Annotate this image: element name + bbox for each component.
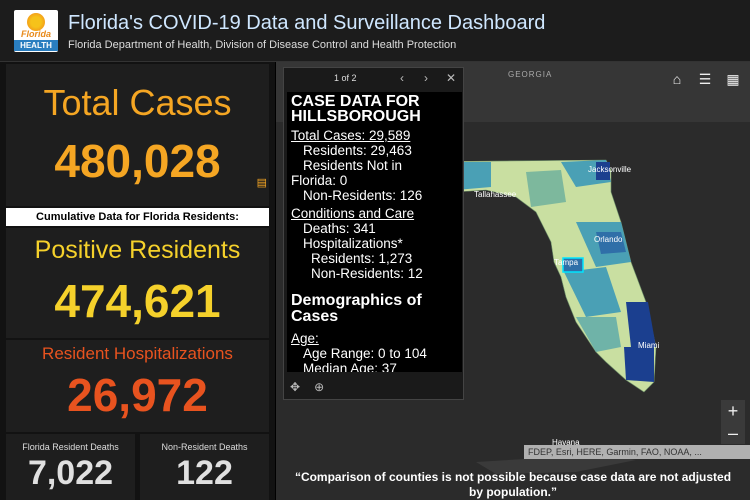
popup-total-cases: Total Cases: 29,589 [291, 128, 411, 143]
zoom-in-button[interactable]: + [727, 401, 739, 421]
county-alachua[interactable] [526, 170, 566, 207]
stats-panel: Total Cases 480,028 ▤ Cumulative Data fo… [0, 62, 275, 500]
popup-residents: Residents: 29,463 [303, 143, 412, 158]
florida-health-logo: Florida HEALTH [14, 10, 58, 52]
resident-deaths-value: 7,022 [27, 454, 114, 492]
nonresident-deaths-value: 122 [176, 454, 233, 492]
nonresident-deaths-label: Non-Resident Deaths [161, 442, 248, 452]
positive-residents-label: Positive Residents [34, 236, 241, 264]
popup-pager: 1 of 2 [334, 73, 357, 83]
popup-median-age: Median Age: 37 [303, 361, 397, 372]
positive-residents-value: 474,621 [54, 275, 221, 327]
popup-content: CASE DATA FOR HILLSBOROUGH Total Cases: … [287, 92, 462, 372]
next-arrow-icon[interactable]: › [424, 71, 428, 85]
popup-hosp-residents: Residents: 1,273 [311, 251, 413, 266]
popup-hospitalizations: Hospitalizations* [303, 236, 403, 251]
popup-non-residents: Non-Residents: 126 [303, 188, 423, 203]
map-label-georgia: GEORGIA [508, 70, 553, 79]
county-palm-beach[interactable] [626, 302, 656, 347]
map-label-tallahassee: Tallahassee [474, 190, 517, 199]
popup-header: 1 of 2 ‹ › ✕ [284, 68, 463, 90]
popup-demographics-line2: Cases [291, 308, 339, 325]
logo-text-bottom: HEALTH [14, 40, 58, 51]
nonresident-deaths-card: Non-Resident Deaths 122 [140, 434, 269, 500]
popup-age-heading: Age: [291, 331, 319, 346]
dashboard-header: Florida HEALTH Florida's COVID-19 Data a… [0, 0, 750, 62]
positive-residents-card: Positive Residents 474,621 [6, 228, 269, 338]
popup-age-range: Age Range: 0 to 104 [303, 346, 427, 361]
county-hillsborough-highlight[interactable] [562, 257, 584, 273]
map-label-jacksonville: Jacksonville [588, 165, 632, 174]
map-label-orlando: Orlando [594, 235, 623, 244]
hospitalizations-value: 26,972 [67, 369, 208, 421]
map-label-tampa: Tampa [554, 258, 579, 267]
popup-footer: ✥ ⊕ [290, 380, 324, 394]
prev-arrow-icon[interactable]: ‹ [400, 71, 404, 85]
total-cases-value: 480,028 [54, 135, 221, 187]
sun-icon [27, 13, 45, 31]
county-jacksonville[interactable] [596, 162, 610, 180]
total-cases-label: Total Cases [43, 82, 232, 123]
map-label-havana: Havana [552, 438, 580, 447]
resident-deaths-card: Florida Resident Deaths 7,022 [6, 434, 135, 500]
popup-heading-line1: CASE DATA FOR [291, 93, 420, 110]
home-icon[interactable]: ⌂ [672, 71, 682, 87]
popup-not-in-florida-1: Residents Not in [303, 158, 403, 173]
pan-icon[interactable]: ✥ [290, 380, 301, 394]
county-polk[interactable] [564, 267, 621, 317]
hospitalizations-card: Resident Hospitalizations 26,972 [6, 340, 269, 432]
zoom-out-button[interactable]: – [727, 423, 738, 443]
popup-not-in-florida-2: Florida: 0 [291, 173, 348, 188]
popup-deaths: Deaths: 341 [303, 221, 376, 236]
zoom-controls: + – [721, 400, 745, 444]
county-leon[interactable] [456, 162, 491, 190]
hospitalizations-label: Resident Hospitalizations [42, 344, 233, 363]
map-toolbar: ⌂ ☰ ▦ [668, 70, 742, 88]
popup-heading-line2: HILLSBOROUGH [291, 108, 421, 125]
county-miami-dade[interactable] [624, 347, 654, 382]
page-title: Florida's COVID-19 Data and Surveillance… [68, 12, 546, 34]
popup-hosp-nonresidents: Non-Residents: 12 [311, 266, 423, 281]
map-attribution: FDEP, Esri, HERE, Garmin, FAO, NOAA, ... [524, 445, 750, 459]
info-icon[interactable]: ▤ [256, 177, 267, 189]
resident-deaths-label: Florida Resident Deaths [22, 442, 119, 452]
popup-demographics-line1: Demographics of [291, 292, 422, 309]
close-icon[interactable]: ✕ [446, 71, 457, 85]
county-orange[interactable] [596, 232, 626, 254]
disclaimer-text: “Comparison of counties is not possible … [294, 470, 732, 499]
zoom-to-icon[interactable]: ⊕ [314, 380, 325, 394]
cuba-land [476, 454, 636, 474]
popup-conditions-heading: Conditions and Care [291, 206, 415, 221]
basemap-grid-icon[interactable]: ▦ [726, 71, 740, 87]
cumulative-banner: Cumulative Data for Florida Residents: [6, 208, 269, 226]
logo-text-top: Florida [20, 29, 51, 39]
total-cases-card: Total Cases 480,028 ▤ [6, 64, 269, 206]
page-subtitle: Florida Department of Health, Division o… [68, 39, 457, 51]
map-label-miami: Miami [638, 341, 660, 350]
legend-list-icon[interactable]: ☰ [698, 71, 712, 87]
county-manatee[interactable] [576, 317, 621, 352]
county-popup: 1 of 2 ‹ › ✕ CASE DATA FOR HILLSBOROUGH … [283, 67, 464, 400]
